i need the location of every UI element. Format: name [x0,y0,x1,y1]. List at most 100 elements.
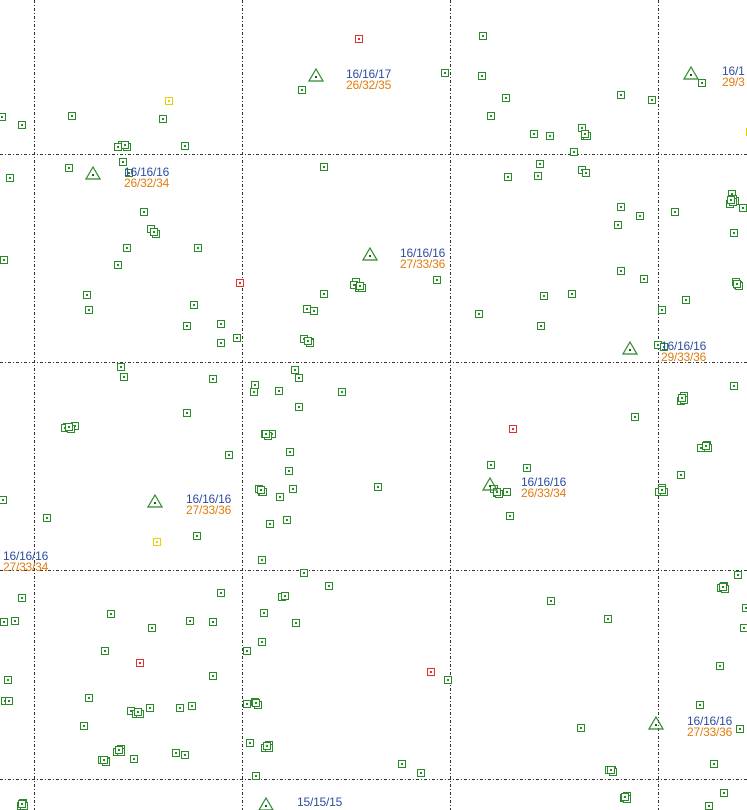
square-with-dot-icon[interactable] [631,413,639,421]
square-with-dot-icon[interactable] [509,425,517,433]
square-with-dot-icon[interactable] [617,203,625,211]
triangle-with-dot-icon[interactable] [648,716,664,730]
square-with-dot-icon[interactable] [85,306,93,314]
square-with-dot-icon[interactable] [275,387,283,395]
square-with-dot-icon[interactable] [117,363,125,371]
square-with-dot-icon[interactable] [719,583,727,591]
square-with-dot-icon[interactable] [444,676,452,684]
square-with-dot-icon[interactable] [225,451,233,459]
triangle-with-dot-icon[interactable] [308,68,324,82]
square-with-dot-icon[interactable] [262,430,270,438]
square-with-dot-icon[interactable] [682,296,690,304]
square-with-dot-icon[interactable] [736,725,744,733]
square-with-dot-icon[interactable] [310,307,318,315]
square-with-dot-icon[interactable] [176,704,184,712]
square-with-dot-icon[interactable] [568,290,576,298]
square-with-dot-icon[interactable] [617,267,625,275]
square-with-dot-icon[interactable] [506,512,514,520]
square-with-dot-icon[interactable] [740,624,747,632]
square-with-dot-icon[interactable] [417,769,425,777]
square-with-dot-icon[interactable] [183,322,191,330]
square-with-dot-icon[interactable] [65,164,73,172]
square-with-dot-icon[interactable] [504,173,512,181]
square-with-dot-icon[interactable] [283,516,291,524]
square-with-dot-icon[interactable] [289,485,297,493]
square-with-dot-icon[interactable] [678,394,686,402]
square-with-dot-icon[interactable] [320,290,328,298]
square-with-dot-icon[interactable] [705,802,713,810]
square-with-dot-icon[interactable] [190,301,198,309]
square-with-dot-icon[interactable] [475,310,483,318]
square-with-dot-icon[interactable] [18,121,26,129]
square-with-dot-icon[interactable] [0,496,7,504]
square-with-dot-icon[interactable] [146,704,154,712]
square-with-dot-icon[interactable] [153,538,161,546]
square-with-dot-icon[interactable] [720,789,728,797]
square-with-dot-icon[interactable] [582,169,590,177]
square-with-dot-icon[interactable] [18,800,26,808]
square-with-dot-icon[interactable] [503,488,511,496]
square-with-dot-icon[interactable] [742,604,747,612]
square-with-dot-icon[interactable] [739,204,747,212]
square-with-dot-icon[interactable] [250,388,258,396]
square-with-dot-icon[interactable] [636,212,644,220]
square-with-dot-icon[interactable] [698,79,706,87]
square-with-dot-icon[interactable] [159,115,167,123]
square-with-dot-icon[interactable] [115,746,123,754]
square-with-dot-icon[interactable] [285,467,293,475]
square-with-dot-icon[interactable] [243,700,251,708]
square-with-dot-icon[interactable] [546,132,554,140]
square-with-dot-icon[interactable] [83,291,91,299]
square-with-dot-icon[interactable] [530,130,538,138]
square-with-dot-icon[interactable] [188,702,196,710]
square-with-dot-icon[interactable] [43,514,51,522]
square-with-dot-icon[interactable] [291,366,299,374]
square-with-dot-icon[interactable] [537,322,545,330]
square-with-dot-icon[interactable] [181,751,189,759]
square-with-dot-icon[interactable] [11,617,19,625]
square-with-dot-icon[interactable] [536,160,544,168]
triangle-with-dot-icon[interactable] [85,166,101,180]
triangle-with-dot-icon[interactable] [622,341,638,355]
square-with-dot-icon[interactable] [194,244,202,252]
square-with-dot-icon[interactable] [710,760,718,768]
square-with-dot-icon[interactable] [292,619,300,627]
square-with-dot-icon[interactable] [80,722,88,730]
square-with-dot-icon[interactable] [534,172,542,180]
square-with-dot-icon[interactable] [100,756,108,764]
square-with-dot-icon[interactable] [140,208,148,216]
square-with-dot-icon[interactable] [727,196,735,204]
square-with-dot-icon[interactable] [660,343,668,351]
square-with-dot-icon[interactable] [233,334,241,342]
square-with-dot-icon[interactable] [4,676,12,684]
square-with-dot-icon[interactable] [298,86,306,94]
square-with-dot-icon[interactable] [523,464,531,472]
square-with-dot-icon[interactable] [730,229,738,237]
square-with-dot-icon[interactable] [286,448,294,456]
square-with-dot-icon[interactable] [493,488,501,496]
square-with-dot-icon[interactable] [120,373,128,381]
square-with-dot-icon[interactable] [581,130,589,138]
square-with-dot-icon[interactable] [181,142,189,150]
square-with-dot-icon[interactable] [123,244,131,252]
square-with-dot-icon[interactable] [356,282,364,290]
square-with-dot-icon[interactable] [172,749,180,757]
square-with-dot-icon[interactable] [263,742,271,750]
square-with-dot-icon[interactable] [734,571,742,579]
square-with-dot-icon[interactable] [260,609,268,617]
square-with-dot-icon[interactable] [478,72,486,80]
square-with-dot-icon[interactable] [5,697,13,705]
triangle-with-dot-icon[interactable] [258,797,274,810]
square-with-dot-icon[interactable] [696,701,704,709]
square-with-dot-icon[interactable] [487,112,495,120]
square-with-dot-icon[interactable] [209,672,217,680]
square-with-dot-icon[interactable] [570,148,578,156]
square-with-dot-icon[interactable] [101,647,109,655]
triangle-with-dot-icon[interactable] [362,247,378,261]
square-with-dot-icon[interactable] [487,461,495,469]
triangle-with-dot-icon[interactable] [482,477,498,491]
square-with-dot-icon[interactable] [398,760,406,768]
square-with-dot-icon[interactable] [374,483,382,491]
square-with-dot-icon[interactable] [338,388,346,396]
square-with-dot-icon[interactable] [607,766,615,774]
